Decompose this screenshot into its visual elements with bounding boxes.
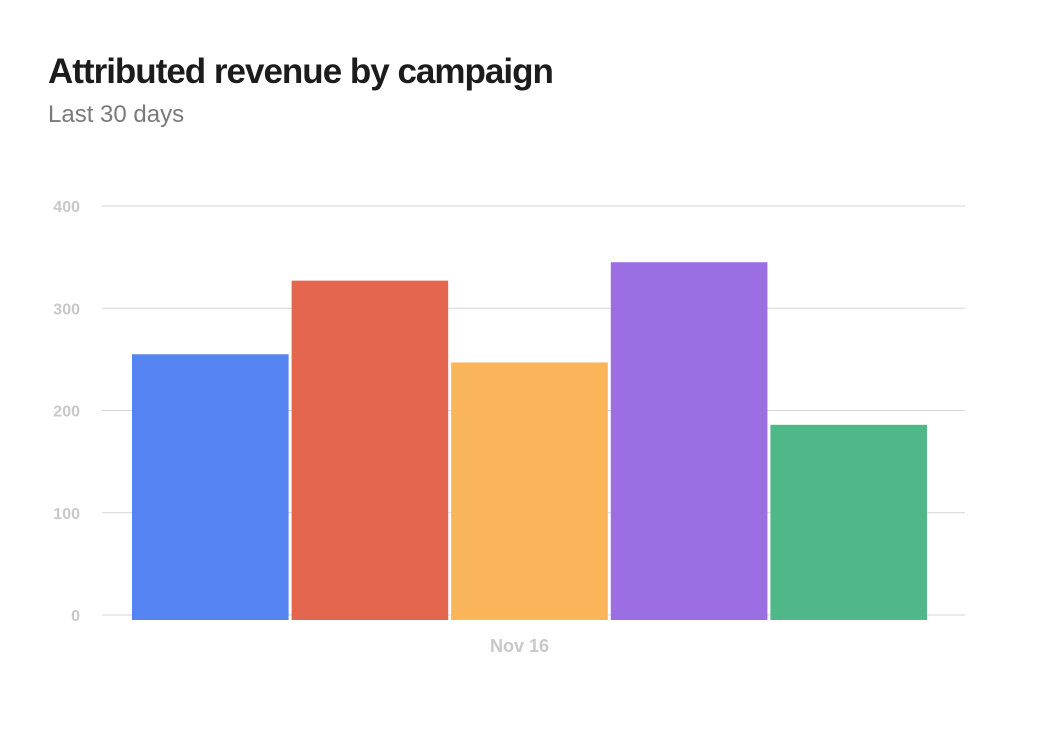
y-axis-ticks: 0 100 200 300 400	[53, 199, 80, 625]
y-tick-label: 400	[53, 199, 80, 216]
bars	[132, 262, 927, 620]
bar-4[interactable]	[610, 262, 768, 620]
y-tick-label: 0	[71, 608, 80, 625]
y-tick-label: 300	[53, 301, 80, 318]
x-category-label: Nov 16	[490, 636, 549, 656]
bar-3[interactable]	[451, 362, 608, 620]
y-tick-label: 200	[53, 404, 80, 421]
bar-2[interactable]	[291, 280, 449, 620]
chart-subtitle: Last 30 days	[48, 101, 185, 128]
bar-5[interactable]	[770, 424, 927, 620]
x-axis-categories: Nov 16	[490, 636, 549, 656]
y-tick-label: 100	[53, 506, 80, 523]
chart-title: Attributed revenue by campaign	[48, 52, 554, 91]
bar-1[interactable]	[132, 354, 289, 620]
